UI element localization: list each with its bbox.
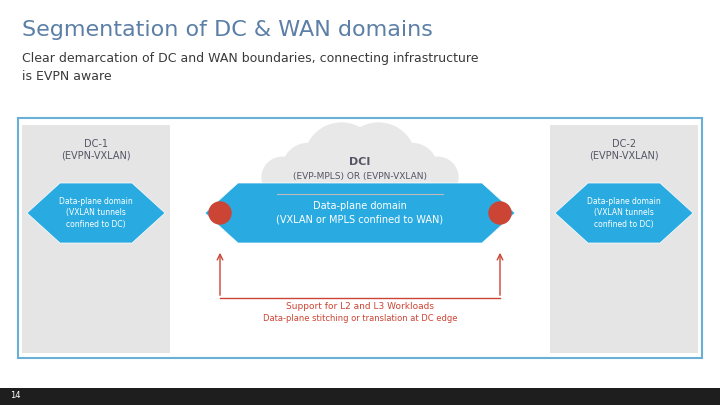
Text: Segmentation of DC & WAN domains: Segmentation of DC & WAN domains <box>22 20 433 40</box>
Text: DC-2: DC-2 <box>612 139 636 149</box>
Circle shape <box>282 143 334 195</box>
Circle shape <box>209 202 231 224</box>
FancyBboxPatch shape <box>0 388 720 405</box>
Circle shape <box>489 202 511 224</box>
Text: Data-plane domain
(VXLAN tunnels
confined to DC): Data-plane domain (VXLAN tunnels confine… <box>587 197 661 229</box>
FancyBboxPatch shape <box>22 125 170 353</box>
Polygon shape <box>27 183 165 243</box>
Text: (EVP-MPLS) OR (EVPN-VXLAN): (EVP-MPLS) OR (EVPN-VXLAN) <box>293 171 427 181</box>
Text: 14: 14 <box>10 392 20 401</box>
Text: Data-plane domain
(VXLAN tunnels
confined to DC): Data-plane domain (VXLAN tunnels confine… <box>59 197 133 229</box>
Text: Support for L2 and L3 Workloads: Support for L2 and L3 Workloads <box>286 302 434 311</box>
Text: DC-1: DC-1 <box>84 139 108 149</box>
FancyBboxPatch shape <box>18 118 702 358</box>
Circle shape <box>386 143 438 195</box>
Circle shape <box>341 123 415 197</box>
Circle shape <box>418 157 458 198</box>
Circle shape <box>305 123 379 197</box>
Polygon shape <box>205 183 515 243</box>
Text: Data-plane domain
(VXLAN or MPLS confined to WAN): Data-plane domain (VXLAN or MPLS confine… <box>276 201 444 225</box>
Circle shape <box>328 138 392 201</box>
Text: Data-plane stitching or translation at DC edge: Data-plane stitching or translation at D… <box>263 314 457 323</box>
Text: (EVPN-VXLAN): (EVPN-VXLAN) <box>61 150 131 160</box>
Circle shape <box>262 157 302 198</box>
Text: (EVPN-VXLAN): (EVPN-VXLAN) <box>589 150 659 160</box>
Text: Clear demarcation of DC and WAN boundaries, connecting infrastructure
is EVPN aw: Clear demarcation of DC and WAN boundari… <box>22 52 479 83</box>
Text: DCI: DCI <box>349 157 371 167</box>
Polygon shape <box>555 183 693 243</box>
FancyBboxPatch shape <box>276 175 444 194</box>
FancyBboxPatch shape <box>550 125 698 353</box>
